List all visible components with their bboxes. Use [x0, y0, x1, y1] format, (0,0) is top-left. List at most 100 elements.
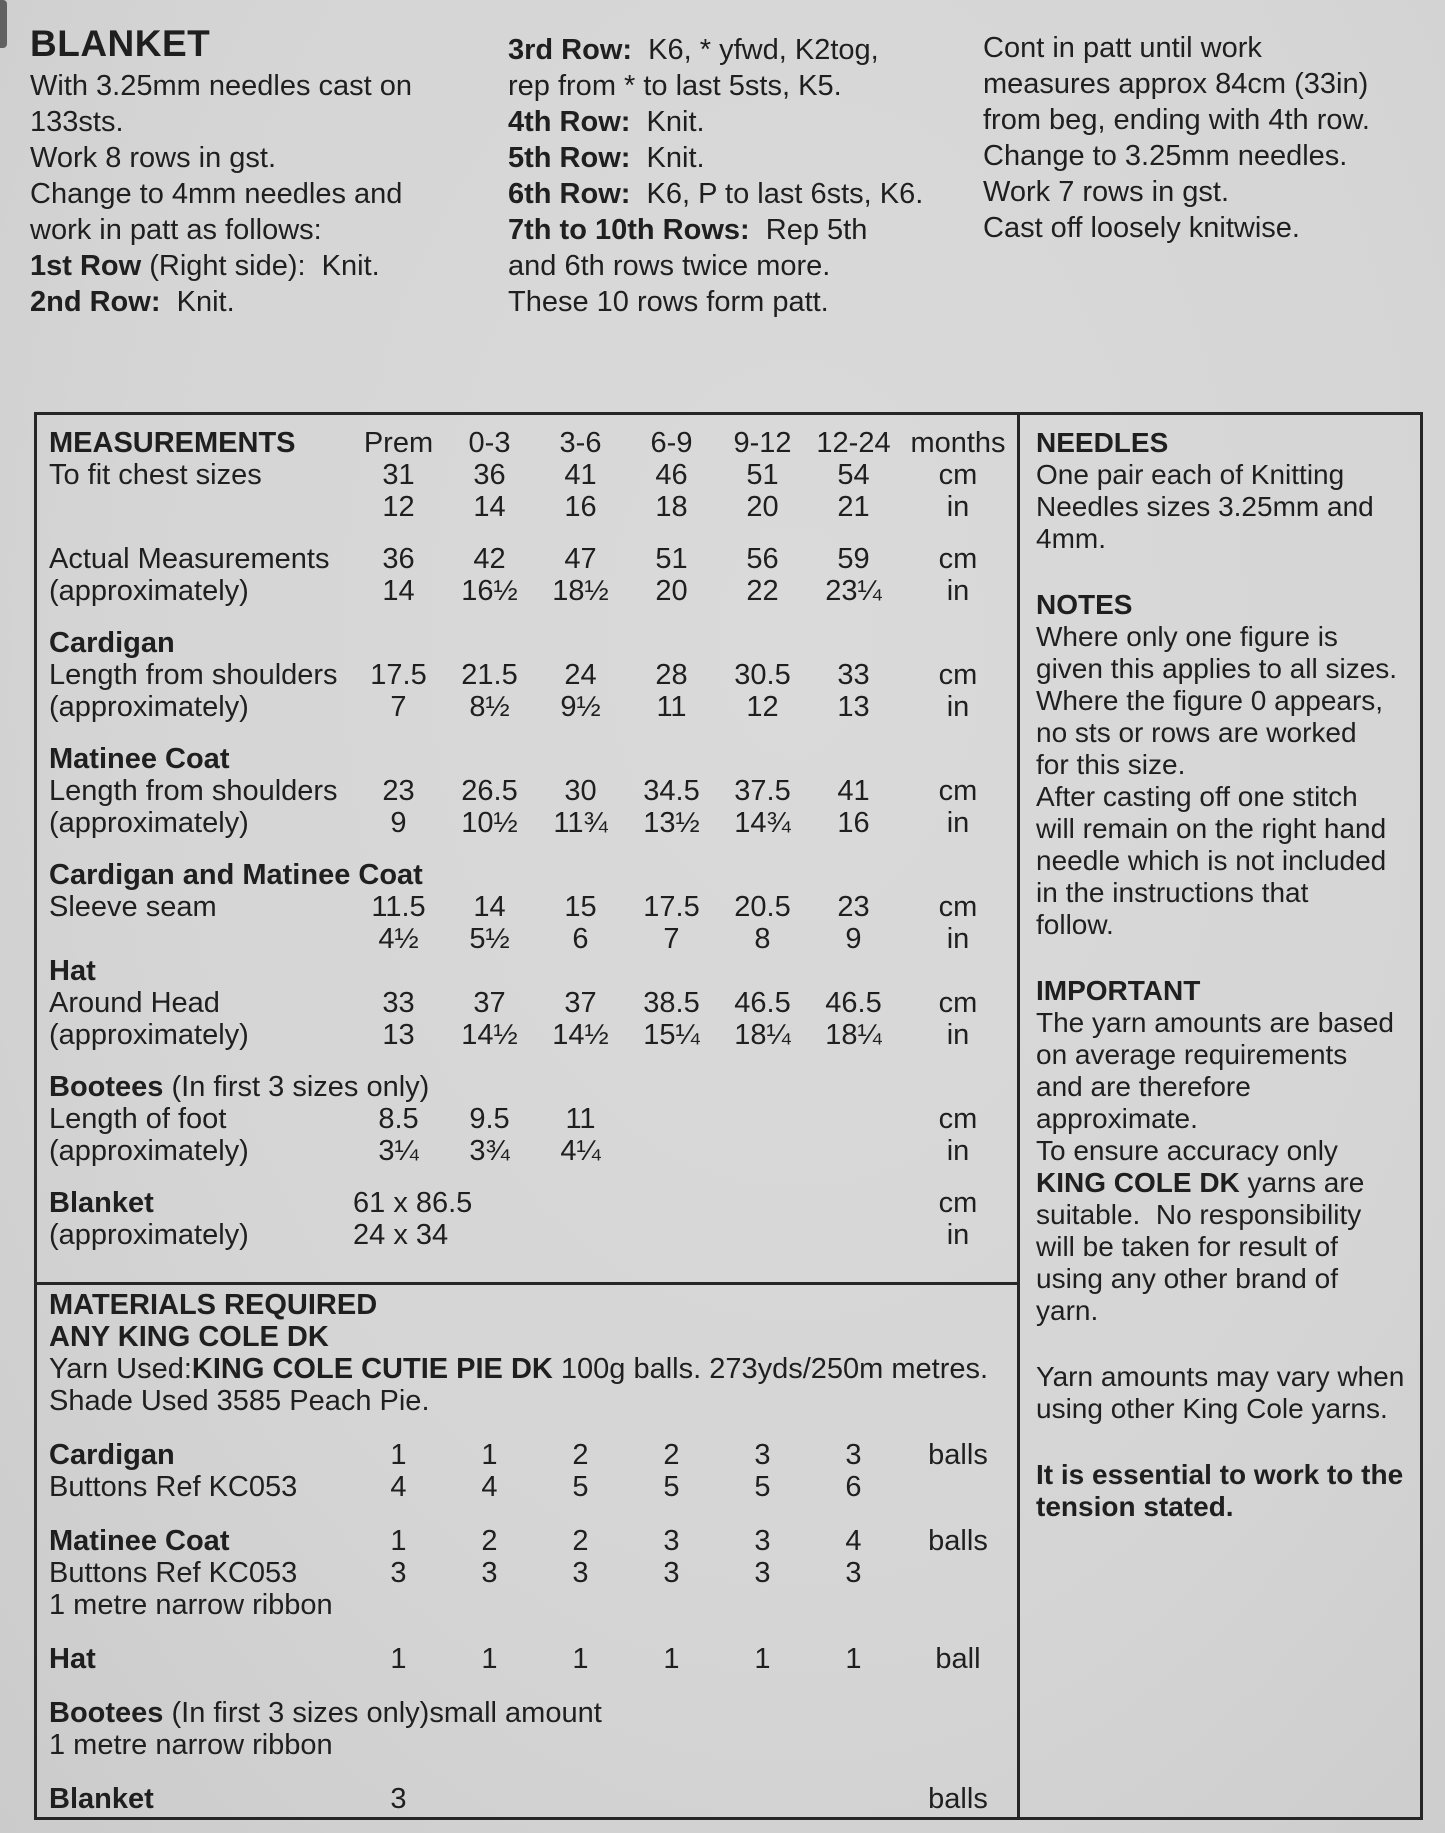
row-label: Blanket [49, 1783, 154, 1815]
measurements-row: 12 14 16 18 20 21 in [37, 491, 1017, 523]
notes-line: given this applies to all sizes. [1036, 653, 1416, 685]
text: Knit. [630, 142, 705, 174]
size-value: 9 [845, 923, 862, 955]
text: needle which is not included [1036, 845, 1387, 876]
row-label: MEASUREMENTS [49, 427, 296, 459]
text: The yarn amounts are based [1036, 1007, 1394, 1038]
size-value: 13 [382, 1019, 415, 1051]
size-value: 3 [572, 1557, 589, 1589]
text: (In first 3 sizes only) [163, 1071, 430, 1103]
measurements-row: (approximately) 14 16½ 18½ 20 22 23¼ in [37, 575, 1017, 607]
measurements-row: (approximately) 24 x 34 in [37, 1219, 1017, 1251]
notes-line: To ensure accuracy only [1036, 1135, 1416, 1167]
size-value: 1 [390, 1525, 407, 1557]
unit-label: cm [938, 543, 978, 575]
text: Work 7 rows in gst. [983, 176, 1230, 208]
unit-label: cm [938, 1103, 978, 1135]
text: Change to 3.25mm needles. [983, 140, 1348, 172]
size-value: 5½ [469, 923, 510, 955]
size-value: 47 [564, 543, 597, 575]
row-label: (approximately) [49, 1135, 249, 1167]
measurements-row: (approximately) 3¼ 3¾ 4¼ in [37, 1135, 1017, 1167]
intro-line: 1st Row (Right side): Knit. [30, 248, 502, 284]
size-value: 16 [564, 491, 597, 523]
intro-line: rep from * to last 5sts, K5. [508, 68, 978, 104]
measurements-row: Bootees (In first 3 sizes only) [37, 1071, 1017, 1103]
size-value: 3 [754, 1557, 771, 1589]
text: on average requirements [1036, 1039, 1348, 1070]
bold-text: 3rd Row: [508, 34, 633, 66]
text: will remain on the right hand [1036, 813, 1387, 844]
size-value: 11 [656, 691, 687, 723]
size-value: 41 [837, 775, 870, 807]
row-label [49, 923, 353, 955]
size-value: 3 [481, 1557, 498, 1589]
size-value: 8 [754, 923, 771, 955]
size-value [808, 1783, 899, 1815]
size-value: 16 [837, 807, 870, 839]
notes-spacer [1036, 1425, 1416, 1459]
notes-spacer [1036, 941, 1416, 975]
size-value: 4 [845, 1525, 862, 1557]
intro-line: from beg, ending with 4th row. [983, 102, 1438, 138]
row-spacer [37, 607, 1017, 627]
size-value: 3 [754, 1439, 771, 1471]
notes-line: no sts or rows are worked [1036, 717, 1416, 749]
unit-label: in [946, 1219, 970, 1251]
size-value: 18½ [552, 575, 609, 607]
notes-line: will remain on the right hand [1036, 813, 1416, 845]
notes-line: will be taken for result of [1036, 1231, 1416, 1263]
text: in the instructions that [1036, 877, 1309, 908]
measurements-table: MEASUREMENTS Prem 0-3 3-6 6-9 9-12 12-24 months… [37, 415, 1017, 1282]
size-value: 9.5 [469, 1103, 510, 1135]
text: Where only one figure is [1036, 621, 1338, 652]
materials-row: Hat 1 1 1 1 1 1 ball [37, 1643, 1017, 1675]
materials-row: Buttons Ref KC053 4 4 5 5 5 6 [37, 1471, 1017, 1503]
size-value: 14½ [552, 1019, 609, 1051]
size-value: 41 [564, 459, 597, 491]
unit-label: balls [928, 1439, 988, 1471]
materials-row: Yarn Used:KING COLE CUTIE PIE DK 100g ba… [37, 1353, 1017, 1385]
size-value: 23¼ [825, 575, 882, 607]
measurements-row: (approximately) 7 8½ 9½ 11 12 13 in [37, 691, 1017, 723]
row-label: Length of foot [49, 1103, 227, 1135]
text: 100g balls. 273yds/250m metres. [552, 1353, 989, 1385]
size-value: 1 [663, 1643, 680, 1675]
text: rep from * to last 5sts, K5. [508, 70, 842, 102]
text: Rep 5th [749, 214, 868, 246]
table-note-line: 1 metre narrow ribbon [49, 1729, 1017, 1761]
bold-text: It is essential to work to the [1036, 1459, 1404, 1490]
size-value: 56 [746, 543, 779, 575]
unit-label [899, 1557, 1017, 1589]
size-value: 14 [382, 575, 415, 607]
row-spacer [37, 1761, 1017, 1783]
unit-label: in [946, 1019, 970, 1051]
row-spacer [37, 1417, 1017, 1439]
scan-artifact [0, 0, 7, 48]
row-spacer [37, 839, 1017, 859]
unit-label: in [946, 1135, 970, 1167]
table-note-line: MATERIALS REQUIRED [49, 1289, 1017, 1321]
size-value: 6 [845, 1471, 862, 1503]
size-value: 1 [481, 1439, 498, 1471]
text: Yarn amounts may vary when [1036, 1361, 1405, 1392]
table-header-row: MEASUREMENTS Prem 0-3 3-6 6-9 9-12 12-24 months [37, 427, 1017, 459]
row-label [49, 491, 353, 523]
intro-line: These 10 rows form patt. [508, 284, 978, 320]
size-value: 46.5 [825, 987, 882, 1019]
notes-line: It is essential to work to the [1036, 1459, 1416, 1491]
row-label: Length from shoulders [49, 659, 338, 691]
row-label: (approximately) [49, 1219, 249, 1251]
row-label: (approximately) [49, 575, 249, 607]
measurements-row: Around Head 33 37 37 38.5 46.5 46.5 cm [37, 987, 1017, 1019]
size-value: 4 [481, 1471, 498, 1503]
materials-row: Bootees (In first 3 sizes only)small amo… [37, 1697, 1017, 1729]
size-value: 8½ [469, 691, 510, 723]
text: no sts or rows are worked [1036, 717, 1357, 748]
row-label: Actual Measurements [49, 543, 330, 575]
size-value: 30.5 [734, 659, 791, 691]
size-value: 12 [746, 691, 779, 723]
text: K6, P to last 6sts, K6. [630, 178, 924, 210]
notes-heading: NEEDLES [1036, 427, 1416, 459]
